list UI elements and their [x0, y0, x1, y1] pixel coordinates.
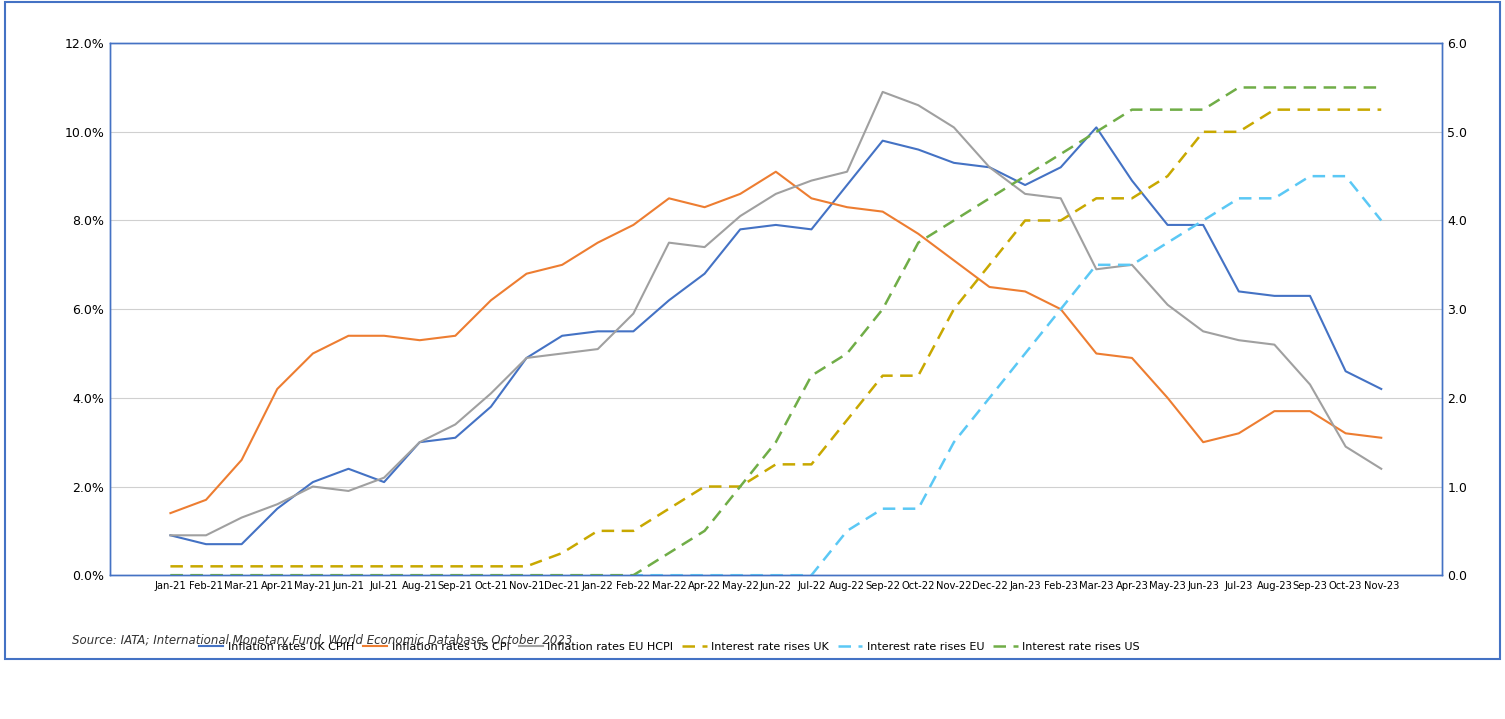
Text: FIG. 11: INFLATION & CENTRAL BANK INTEREST RATES 2021-23: FIG. 11: INFLATION & CENTRAL BANK INTERE…: [27, 682, 597, 697]
Legend: Inflation rates UK CPIH, Inflation rates US CPI, Inflation rates EU HCPI, Intere: Inflation rates UK CPIH, Inflation rates…: [199, 642, 1139, 652]
Text: Source: IATA; International Monetary Fund, World Economic Database, October 2023: Source: IATA; International Monetary Fun…: [72, 633, 572, 646]
